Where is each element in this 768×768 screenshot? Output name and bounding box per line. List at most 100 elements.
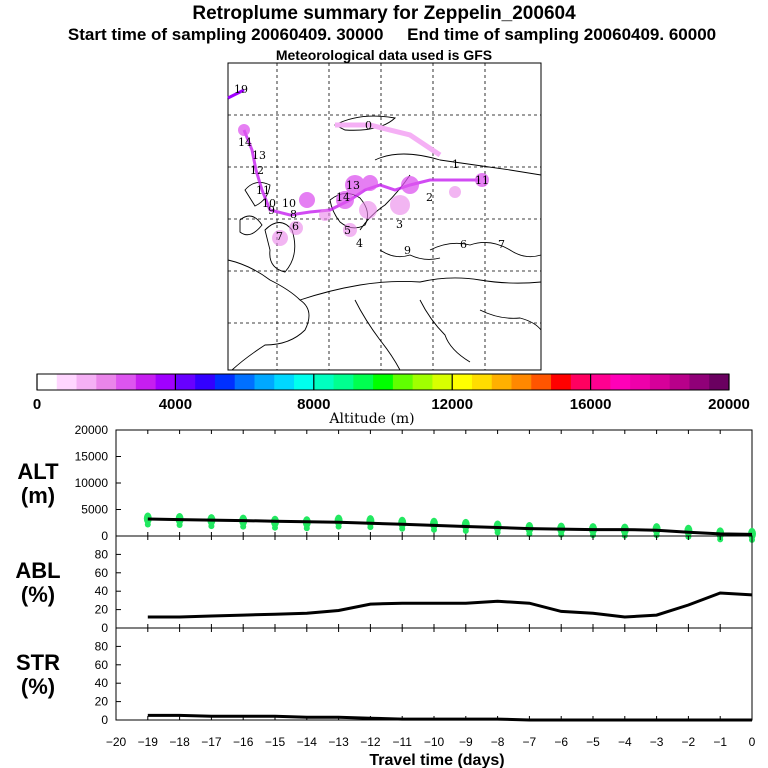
x-tick-label: −3: [650, 735, 664, 749]
colorbar-swatch: [590, 374, 611, 390]
y-tick-label: 5000: [81, 503, 108, 517]
retroplume: [227, 88, 489, 246]
colorbar-swatch: [56, 374, 78, 390]
colorbar-swatch: [412, 374, 433, 390]
alt-scatter-point: [590, 532, 596, 539]
colorbar-swatch: [432, 374, 453, 390]
x-tick-label: −5: [586, 735, 600, 749]
map-day-label: 14: [336, 191, 350, 204]
plume-blobs: [238, 124, 489, 209]
map-day-label: 13: [346, 179, 360, 192]
alt-scatter-point: [494, 529, 501, 536]
met-data-label: Meteorological data used is GFS: [275, 47, 493, 63]
panel-abl: 0 20 40 60 80 ABL(%): [15, 535, 753, 635]
map-day-label: 11: [256, 184, 270, 197]
panel-alt: 0 5000 10000 15000 20000 ALT(m): [17, 423, 756, 543]
map-day-label: 8: [290, 208, 297, 221]
alt-scatter-point: [335, 523, 342, 530]
x-tick-label: −14: [297, 735, 318, 749]
colorbar-swatch: [669, 374, 690, 390]
map-day-label: 6: [292, 220, 299, 233]
panel-frame: [115, 627, 753, 721]
colorbar-swatch: [491, 374, 513, 390]
map-frame: [227, 62, 542, 371]
map-day-label: 9: [404, 244, 411, 257]
map-day-label: 9: [268, 204, 275, 217]
colorbar-tick-label: 20000: [708, 396, 750, 413]
colorbar-swatch: [373, 374, 394, 390]
panel-unit-abl: (%): [21, 582, 55, 607]
alt-scatter-point: [653, 532, 660, 539]
x-tick-label: −6: [554, 735, 568, 749]
colorbar-swatch: [551, 374, 572, 390]
start-time-label: Start time of sampling 20060409. 30000: [67, 25, 384, 44]
x-tick-label: −2: [682, 735, 696, 749]
sampling-times: Start time of sampling 20060409. 30000 E…: [8, 25, 768, 45]
x-tick-label: −17: [201, 735, 222, 749]
map-day-label: 7: [498, 238, 505, 251]
map-day-label: 1: [452, 158, 459, 171]
colorbar-swatch: [471, 374, 493, 390]
end-time-label: End time of sampling 20060409. 60000: [407, 25, 717, 44]
colorbar-swatch: [531, 374, 552, 390]
panel-label-alt: ALT: [17, 459, 59, 484]
colorbar-swatch: [570, 374, 592, 390]
x-tick-label: −7: [523, 735, 537, 749]
panel-unit-str: (%): [21, 674, 55, 699]
colorbar-swatch: [234, 374, 255, 390]
map-day-label: 13: [252, 149, 266, 162]
x-tick-label: 0: [749, 735, 756, 749]
panel-label-abl: ABL: [15, 558, 60, 583]
colorbar-tick-label: 0: [33, 396, 41, 413]
map-day-label: 0: [365, 119, 372, 132]
x-tick-label: −8: [491, 735, 505, 749]
colorbar-swatch: [135, 374, 157, 390]
x-tick-label: −1: [713, 735, 727, 749]
colorbar-tick-label: 16000: [570, 396, 612, 413]
alt-scatter-point: [431, 526, 437, 533]
colorbar-swatch: [274, 374, 295, 390]
y-tick-label: 60: [95, 658, 109, 672]
y-tick-label: 60: [95, 566, 109, 580]
x-axis-label: Travel time (days): [369, 752, 504, 768]
chart-title: Retroplume summary for Zeppelin_200604: [192, 3, 576, 24]
y-tick-label: 20: [95, 603, 109, 617]
panel-label-str: STR: [16, 650, 60, 675]
map-day-label: 4: [356, 237, 363, 250]
colorbar-swatch: [96, 374, 117, 390]
alt-series-line: [147, 517, 753, 536]
colorbar-tick-label: 12000: [431, 396, 473, 413]
panel-str: 0 20 40 60 80 STR(%): [16, 627, 753, 727]
alt-scatter-point: [462, 527, 469, 534]
plume-track-far: [227, 88, 245, 100]
y-tick-label: 40: [95, 676, 109, 690]
alt-scatter-point: [399, 525, 406, 532]
colorbar-swatch: [195, 374, 216, 390]
x-tick-label: −10: [424, 735, 445, 749]
map-day-label: 11: [475, 174, 489, 187]
colorbar-swatch: [630, 374, 651, 390]
colorbar-swatch: [709, 374, 730, 390]
abl-series-line: [147, 591, 753, 619]
colorbar-swatch: [37, 374, 58, 390]
x-tick-label: −9: [459, 735, 473, 749]
plume-track-high: [335, 122, 442, 158]
map-day-label: 12: [250, 164, 264, 177]
colorbar-swatch: [392, 374, 414, 390]
colorbar-swatch: [294, 374, 315, 390]
alt-scatter-point: [208, 523, 215, 530]
time-series-panels: 05000100001500020000ALT(m)020406080ABL(%…: [15, 423, 756, 768]
panel-unit-alt: (m): [21, 483, 55, 508]
x-tick-label: −11: [392, 735, 412, 749]
alt-scatter-point: [143, 512, 152, 525]
map-day-label: 14: [238, 136, 252, 149]
alt-scatter-point: [176, 522, 183, 529]
colorbar-swatch: [76, 374, 97, 390]
y-tick-label: 0: [101, 713, 108, 727]
y-tick-label: 15000: [75, 450, 109, 464]
map-day-label: 2: [426, 191, 433, 204]
colorbar-swatch: [155, 374, 176, 390]
colorbar-title: Altitude (m): [328, 411, 414, 427]
